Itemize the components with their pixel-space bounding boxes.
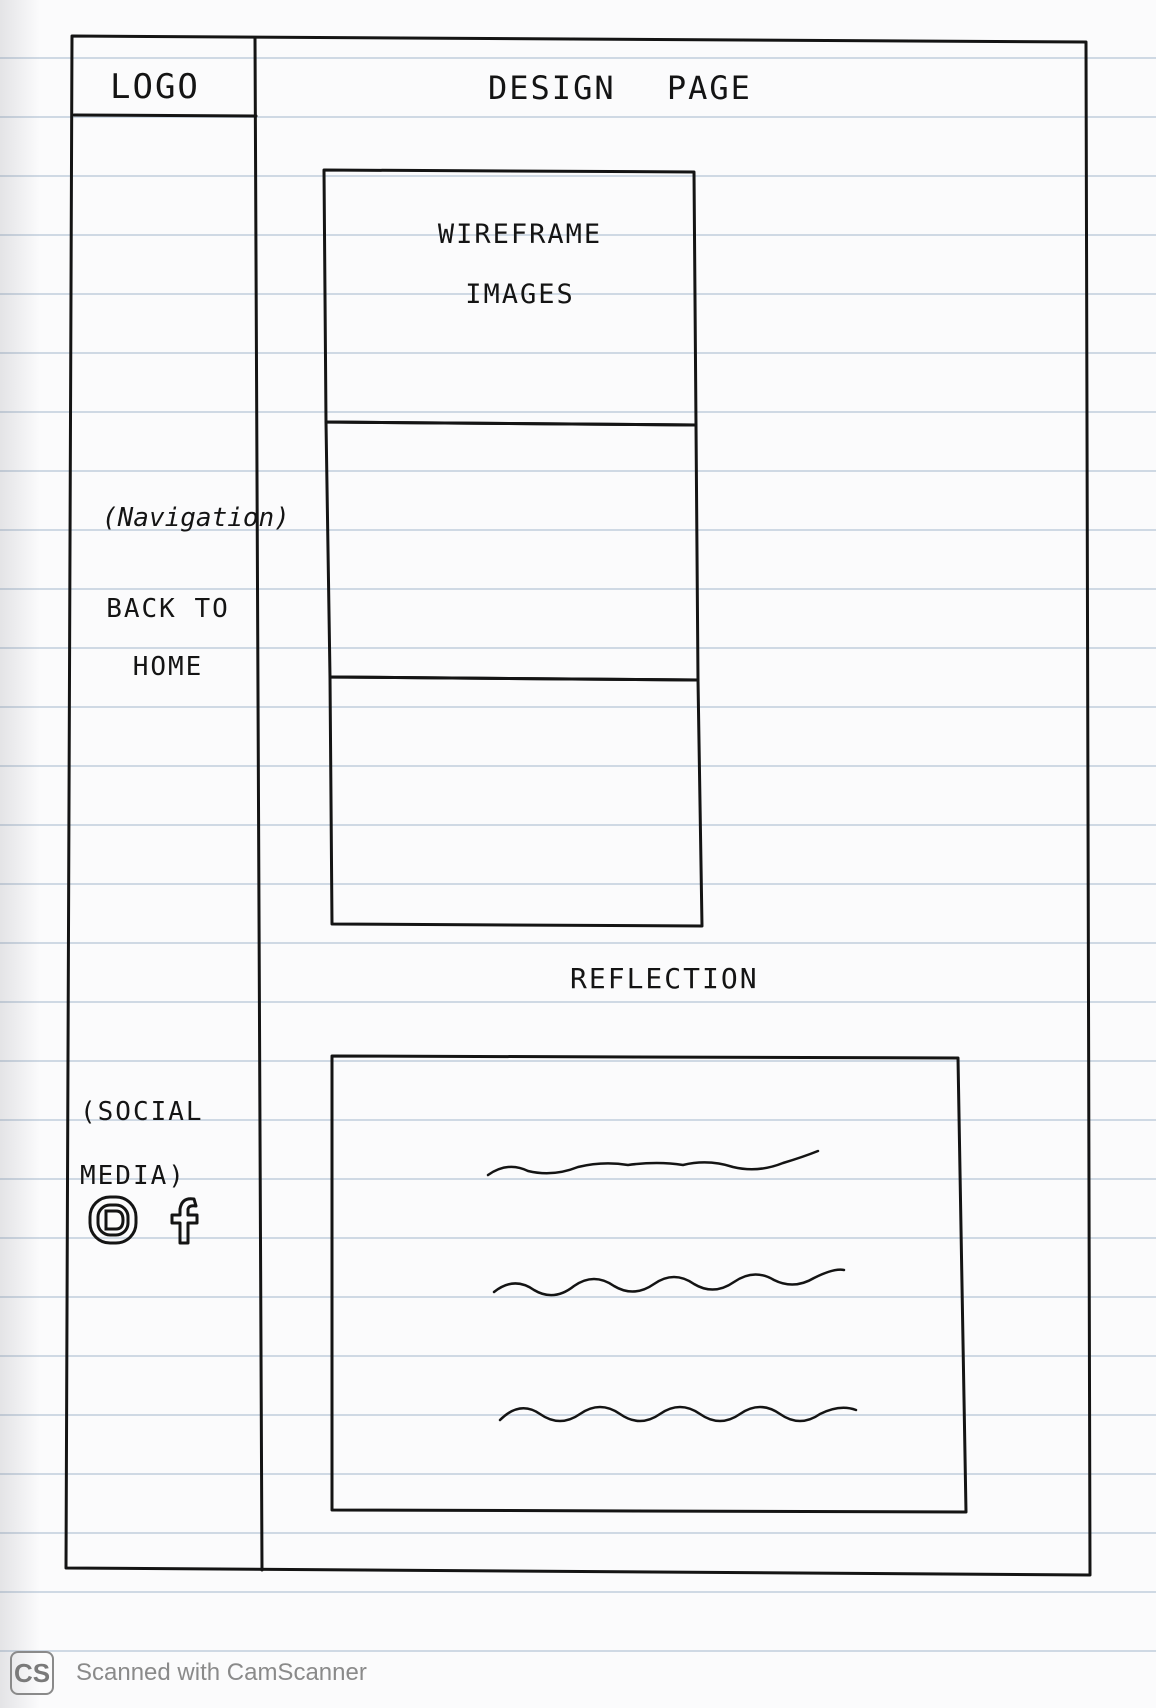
page-title: DESIGN PAGE [488,69,752,107]
logo[interactable]: LOGO [110,67,200,107]
back-to-home-link[interactable]: BACK TO HOME [106,594,230,682]
reflection-heading: REFLECTION [570,962,759,995]
wireframe-images-label: WIREFRAME IMAGES [437,219,603,310]
wireframe-image-3 [328,675,704,928]
text-placeholder-line [498,1405,858,1423]
logo-divider [72,113,258,118]
instagram-icon[interactable] [86,1193,140,1247]
sidebar-divider [253,36,264,1572]
facebook-icon[interactable] [164,1193,208,1247]
page-frame [64,34,1092,1577]
camscanner-logo: CS [10,1651,54,1695]
text-placeholder-line [486,1149,820,1177]
wireframe-image-2 [324,420,700,682]
scanner-watermark: CS Scanned with CamScanner [10,1648,410,1698]
watermark-text: Scanned with CamScanner [76,1659,367,1686]
social-media-label: (SOCIAL MEDIA) [80,1097,204,1191]
reflection-box [330,1054,968,1514]
navigation-label: (Navigation) [102,503,290,533]
text-placeholder-line [492,1268,846,1297]
